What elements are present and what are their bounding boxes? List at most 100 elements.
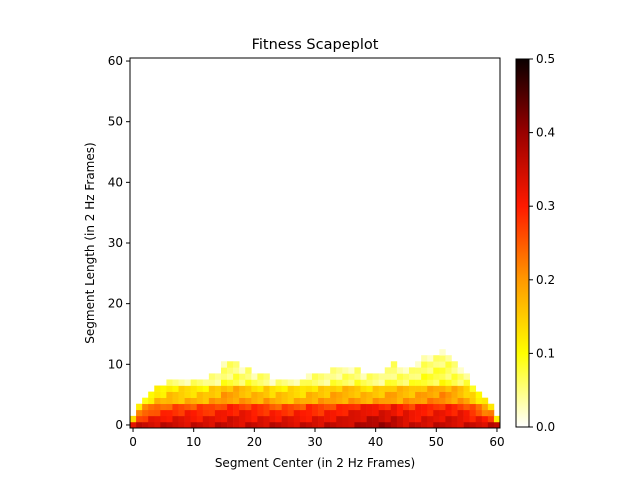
heatmap-cell xyxy=(190,391,198,398)
heatmap-cell xyxy=(311,373,319,380)
heatmap-cell xyxy=(324,397,331,405)
heatmap-cell xyxy=(360,391,367,398)
heatmap-cell xyxy=(445,373,452,380)
heatmap-cell xyxy=(384,421,392,429)
heatmap-cell xyxy=(463,391,470,398)
heatmap-cell xyxy=(463,421,470,429)
heatmap-cell xyxy=(481,403,489,411)
heatmap-cell xyxy=(172,403,179,411)
heatmap-cell xyxy=(396,391,404,398)
heatmap-cell xyxy=(354,397,361,405)
heatmap-cell xyxy=(184,421,191,429)
colorbar-tick-label: 0.2 xyxy=(536,273,555,287)
heatmap-cell xyxy=(160,385,167,392)
heatmap-cell xyxy=(427,355,434,362)
heatmap-cell xyxy=(154,403,161,411)
heatmap-cell xyxy=(354,367,361,374)
heatmap-cell xyxy=(427,373,434,380)
heatmap-cell xyxy=(415,403,422,411)
heatmap-cell xyxy=(263,385,270,392)
heatmap-cell xyxy=(409,397,416,405)
heatmap-cell xyxy=(360,409,367,417)
heatmap-cell xyxy=(445,355,452,362)
heatmap-cell xyxy=(421,367,428,374)
heatmap-cell xyxy=(348,379,355,386)
heatmap-cell xyxy=(324,403,331,411)
heatmap-cell xyxy=(227,385,234,392)
heatmap-cell xyxy=(451,379,458,386)
heatmap-cell xyxy=(421,391,428,398)
heatmap-cell xyxy=(239,373,246,380)
heatmap-cell xyxy=(275,409,282,417)
chart-title: Fitness Scapeplot xyxy=(252,37,379,53)
heatmap-cell xyxy=(487,409,495,417)
heatmap-cell xyxy=(481,415,489,423)
heatmap-cell xyxy=(245,391,252,398)
heatmap-cell xyxy=(378,403,386,411)
heatmap-cell xyxy=(415,373,422,380)
heatmap-cell xyxy=(293,391,301,398)
heatmap-cell xyxy=(451,415,458,423)
colorbar-tick-label: 0.3 xyxy=(536,199,555,213)
heatmap-cell xyxy=(342,385,349,392)
heatmap-cell xyxy=(445,421,452,429)
y-tick-label: 50 xyxy=(108,115,123,129)
heatmap-cell xyxy=(245,415,252,423)
heatmap-cell xyxy=(227,409,234,417)
heatmap-cell xyxy=(451,391,458,398)
heatmap-cell xyxy=(402,409,410,417)
heatmap-cell xyxy=(257,379,264,386)
heatmap-cell xyxy=(402,421,410,429)
heatmap-cell xyxy=(318,421,325,429)
heatmap-cell xyxy=(202,403,210,411)
heatmap-cell xyxy=(178,403,185,411)
heatmap-cell xyxy=(239,379,246,386)
heatmap-cell xyxy=(463,415,470,423)
heatmap-cell xyxy=(220,361,228,368)
heatmap-cell xyxy=(487,421,495,429)
heatmap-cell xyxy=(439,349,446,356)
heatmap-cell xyxy=(415,391,422,398)
heatmap-cell xyxy=(439,373,446,380)
heatmap-cell xyxy=(269,409,276,417)
heatmap-cell xyxy=(233,397,240,405)
heatmap-cell xyxy=(324,391,331,398)
heatmap-cell xyxy=(305,415,313,423)
heatmap-cell xyxy=(220,379,228,386)
heatmap-cell xyxy=(251,409,258,417)
heatmap-cell xyxy=(409,415,416,423)
heatmap-cell xyxy=(305,385,313,392)
heatmap-cell xyxy=(233,379,240,386)
heatmap-cell xyxy=(178,391,185,398)
heatmap-cell xyxy=(451,385,458,392)
heatmap-cell xyxy=(142,397,149,405)
heatmap-cell xyxy=(245,421,252,429)
heatmap-cell xyxy=(451,361,458,368)
heatmap-cell xyxy=(239,415,246,423)
heatmap-cell xyxy=(239,397,246,405)
heatmap-cell xyxy=(415,409,422,417)
heatmap-cell xyxy=(475,403,483,411)
heatmap-cell xyxy=(330,421,337,429)
y-axis-label: Segment Length (in 2 Hz Frames) xyxy=(83,142,97,343)
heatmap-cell xyxy=(287,391,295,398)
heatmap-cell xyxy=(263,397,270,405)
heatmap-cell xyxy=(439,415,446,423)
heatmap-cell xyxy=(433,415,440,423)
heatmap-cell xyxy=(257,373,264,380)
heatmap-cell xyxy=(257,403,264,411)
heatmap-cell xyxy=(154,385,161,392)
heatmap-cell xyxy=(439,397,446,405)
heatmap-cell xyxy=(178,397,185,405)
heatmap-cell xyxy=(251,397,258,405)
heatmap-cell xyxy=(214,373,222,380)
heatmap-cell xyxy=(415,361,422,368)
heatmap-cell xyxy=(457,391,464,398)
heatmap-cell xyxy=(360,373,367,380)
heatmap-cell xyxy=(311,379,319,386)
heatmap-cell xyxy=(239,367,246,374)
heatmap-cell xyxy=(384,403,392,411)
heatmap-cell xyxy=(409,409,416,417)
heatmap-cell xyxy=(208,391,216,398)
heatmap-cell xyxy=(360,379,367,386)
